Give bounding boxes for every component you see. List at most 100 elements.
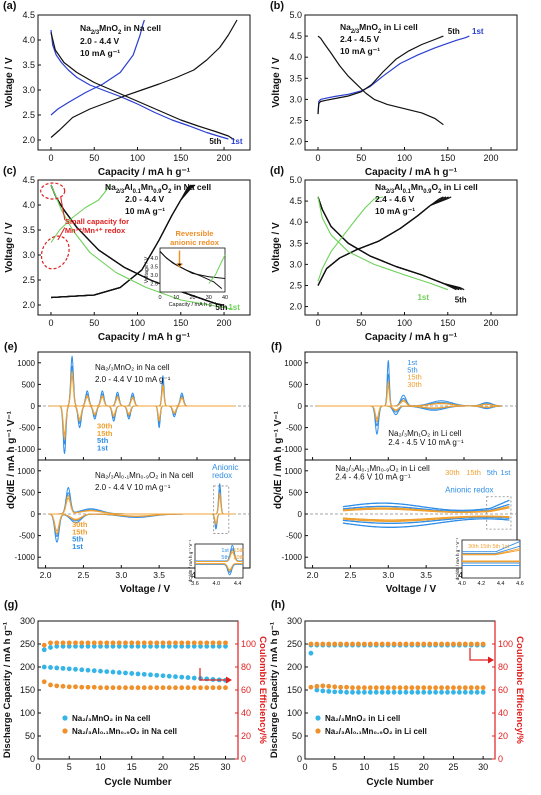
legend-marker <box>62 728 68 734</box>
data-point <box>480 689 486 695</box>
legend-label: Na₂/₃MnO₂ in Li cell <box>325 714 400 723</box>
y2-tick-label: 80 <box>498 662 508 672</box>
subscript: 2/3 <box>386 189 395 195</box>
data-point <box>141 643 147 649</box>
data-point <box>216 643 222 649</box>
data-point <box>415 685 421 691</box>
curve-a-1st <box>50 19 145 116</box>
formula-part: MnO <box>359 22 378 32</box>
curve-d-black-discharge <box>317 196 465 291</box>
inset-x-tick-label: 3.6 <box>191 581 199 587</box>
data-point <box>391 641 397 647</box>
data-point <box>308 641 314 647</box>
data-point <box>216 685 222 691</box>
formula-part: Mn <box>411 182 423 192</box>
data-point <box>397 689 403 695</box>
y-tick-label: -500 <box>19 424 36 433</box>
inset-y-title: dQ/dE / mA h g⁻¹ V⁻¹ <box>188 539 193 582</box>
data-point <box>462 689 468 695</box>
data-point <box>166 640 172 646</box>
y2-tick-label: 60 <box>241 685 251 695</box>
annotation-text: redox <box>212 471 232 480</box>
cycle-label-1st: 1st <box>72 542 83 551</box>
data-point <box>403 641 409 647</box>
x-tick-label: 100 <box>130 153 145 163</box>
x-tick-label: 3.5 <box>153 570 165 580</box>
curve-a-1st <box>50 29 229 140</box>
data-point <box>350 641 355 647</box>
legend-formula: Na2/3Al0.1Mn0.9O2 in Na cell <box>105 182 211 195</box>
legend-formula: Na₂/₃Al₀.₁Mn₀.₉O₂ in Li cell <box>335 464 430 473</box>
data-point <box>314 687 320 693</box>
cycle-label-30th: 30th <box>407 380 422 389</box>
inset-label: 1st <box>221 548 229 554</box>
data-point <box>148 685 153 691</box>
panel-letter: (d) <box>270 165 284 177</box>
legend-formula: Na₂/₃Mn₁O₂ in Li cell <box>388 429 461 438</box>
formula-part: Al <box>394 182 403 192</box>
curve-d-black-charge <box>317 196 452 286</box>
cycle-label-5th: 5th <box>215 303 227 312</box>
y-tick-label: 1000 <box>284 467 302 476</box>
data-point <box>204 685 210 691</box>
data-point <box>85 684 91 690</box>
annotation-text: Anionic redox <box>445 485 493 494</box>
x-tick-label: 0 <box>48 318 53 328</box>
inset-label: 30th <box>233 555 244 561</box>
data-point <box>356 641 361 647</box>
data-point <box>326 683 332 689</box>
subscript: 2/3 <box>351 29 360 35</box>
data-point <box>185 643 191 649</box>
y-tick-label: 500 <box>289 380 303 389</box>
plot-frame <box>37 179 251 316</box>
cycle-label-5th: 5th <box>209 137 221 146</box>
data-point <box>480 641 486 647</box>
data-point <box>223 640 228 646</box>
legend-marker <box>62 715 68 721</box>
cycle-label-5th: 5th <box>455 295 467 304</box>
y-tick-label: -500 <box>286 532 303 541</box>
inset-y-title: Voltage / V <box>144 256 150 283</box>
y-tick-label: 500 <box>22 380 36 389</box>
data-point <box>439 685 444 691</box>
y-tick-label: 5.0 <box>289 10 302 20</box>
y-tick-label: 100 <box>287 708 302 718</box>
data-point <box>198 643 203 649</box>
data-point <box>79 640 85 646</box>
inset-frame <box>159 247 226 293</box>
data-point <box>403 685 409 691</box>
data-point <box>148 672 153 678</box>
inset-y-tick-label: 3.5 <box>150 265 158 271</box>
x-tick-label: 150 <box>440 153 455 163</box>
data-point <box>104 685 110 691</box>
cycle-label-15th: 15th <box>466 468 481 477</box>
data-point <box>179 674 185 680</box>
y2-tick-label: 40 <box>241 708 251 718</box>
data-point <box>60 665 66 671</box>
x-tick-label: 0 <box>302 762 307 772</box>
formula-part: in Na cell <box>171 182 211 192</box>
data-point <box>141 685 147 691</box>
data-point <box>104 669 110 674</box>
y-tick-label: 4.5 <box>22 10 35 20</box>
data-point <box>135 640 141 646</box>
legend-formula: Na2/3Al0.1Mn0.9O2 in Li cell <box>375 182 478 195</box>
data-point <box>403 689 409 695</box>
data-point <box>191 685 197 691</box>
y-tick-label: 4.5 <box>289 31 302 41</box>
plot-frame <box>304 14 518 151</box>
data-point <box>338 684 344 690</box>
x-tick-label: 100 <box>397 153 412 163</box>
annotation-line <box>57 227 66 241</box>
data-point <box>361 689 367 695</box>
data-point <box>314 641 320 647</box>
legend-range: 2.0 - 4.4 V <box>125 194 165 204</box>
data-point <box>98 685 103 691</box>
x-tick-label: 15 <box>389 762 399 772</box>
data-point <box>373 685 379 691</box>
data-point <box>98 668 103 674</box>
data-point <box>148 640 153 646</box>
cycle-label-15th: 15th <box>97 429 113 438</box>
formula-part: Na <box>340 22 351 32</box>
data-point <box>223 643 228 649</box>
